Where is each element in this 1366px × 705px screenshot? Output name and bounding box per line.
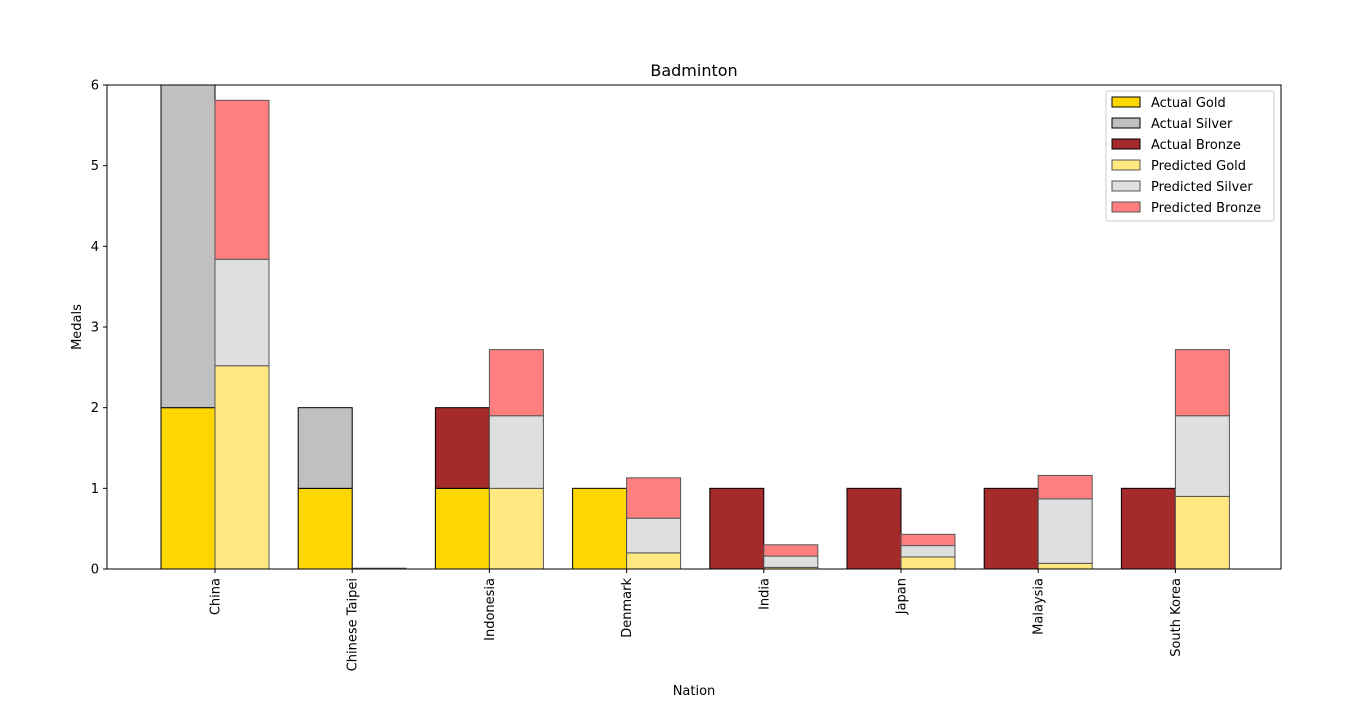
bar-predicted-predicted-bronze-7	[1174, 349, 1230, 417]
bar-predicted-predicted-silver-0	[214, 258, 270, 367]
legend-swatch	[1111, 138, 1141, 150]
y-tick-label: 0	[91, 563, 99, 578]
y-tick-label: 4	[91, 240, 99, 255]
bar-predicted-predicted-gold-6	[1037, 562, 1093, 570]
x-tick-label: India	[757, 578, 772, 610]
bar-actual-actual-gold-1	[297, 487, 353, 570]
bar-predicted-predicted-silver-3	[626, 517, 682, 554]
bar-actual-actual-gold-3	[572, 487, 628, 570]
bar-predicted-predicted-bronze-6	[1037, 474, 1093, 500]
bar-actual-actual-silver-1	[297, 407, 353, 489]
y-tick-label: 6	[91, 79, 99, 94]
bar-predicted-predicted-gold-2	[488, 487, 544, 570]
y-tick-label: 5	[91, 159, 99, 174]
bar-actual-actual-bronze-2	[434, 407, 490, 489]
legend-label: Predicted Silver	[1151, 180, 1253, 195]
legend-label: Actual Gold	[1151, 96, 1226, 111]
bar-actual-actual-gold-2	[434, 487, 490, 570]
legend-swatch	[1111, 201, 1141, 213]
bar-predicted-predicted-bronze-0	[214, 99, 270, 260]
bar-actual-actual-silver-0	[160, 84, 216, 409]
legend: Actual Gold Actual Silver Actual Bronze Pre…	[1105, 90, 1275, 222]
bar-predicted-predicted-silver-7	[1174, 415, 1230, 497]
legend-swatch	[1111, 180, 1141, 192]
legend-label: Actual Silver	[1151, 117, 1233, 132]
bar-predicted-predicted-bronze-3	[626, 477, 682, 519]
bar-predicted-predicted-gold-0	[214, 365, 270, 570]
bar-predicted-predicted-gold-7	[1174, 495, 1230, 570]
bar-actual-actual-gold-0	[160, 407, 216, 570]
bar-actual-actual-bronze-6	[983, 487, 1039, 570]
x-tick-label: Denmark	[620, 578, 635, 638]
bar-predicted-predicted-silver-5	[900, 545, 956, 558]
x-tick-label: Japan	[895, 578, 910, 615]
x-tick-label: China	[209, 578, 224, 615]
legend-swatch	[1111, 117, 1141, 129]
bars-layer	[160, 84, 1230, 570]
bar-predicted-predicted-bronze-2	[488, 349, 544, 417]
y-axis-title: Medals	[70, 304, 85, 350]
x-axis: China Chinese Taipei Indonesia Denmark India…	[209, 569, 1184, 671]
bar-predicted-predicted-silver-4	[763, 555, 819, 568]
y-tick-label: 3	[91, 321, 99, 336]
bar-predicted-predicted-silver-6	[1037, 498, 1093, 564]
legend-box	[1105, 90, 1275, 222]
legend-swatch	[1111, 96, 1141, 108]
y-tick-label: 1	[91, 482, 99, 497]
bar-actual-actual-bronze-7	[1120, 487, 1176, 570]
bar-predicted-predicted-gold-5	[900, 556, 956, 570]
bar-predicted-predicted-bronze-5	[900, 533, 956, 547]
bar-predicted-predicted-silver-2	[488, 415, 544, 489]
legend-label: Predicted Bronze	[1151, 201, 1261, 216]
x-tick-label: Indonesia	[483, 578, 498, 641]
legend-label: Actual Bronze	[1151, 138, 1241, 153]
x-tick-label: Malaysia	[1032, 578, 1047, 635]
legend-swatch	[1111, 159, 1141, 171]
bar-actual-actual-bronze-5	[846, 487, 902, 570]
x-tick-label: Chinese Taipei	[346, 578, 361, 671]
x-tick-label: South Korea	[1169, 578, 1184, 657]
bar-predicted-predicted-bronze-4	[763, 544, 819, 557]
x-axis-title: Nation	[673, 684, 716, 699]
bar-actual-actual-bronze-4	[709, 487, 765, 570]
bar-predicted-predicted-gold-3	[626, 552, 682, 570]
legend-label: Predicted Gold	[1151, 159, 1246, 174]
y-axis: 0 1 2 3 4 5 6	[91, 79, 107, 578]
plot-background	[107, 85, 1281, 569]
chart-title: Badminton	[650, 61, 737, 80]
y-tick-label: 2	[91, 401, 99, 416]
